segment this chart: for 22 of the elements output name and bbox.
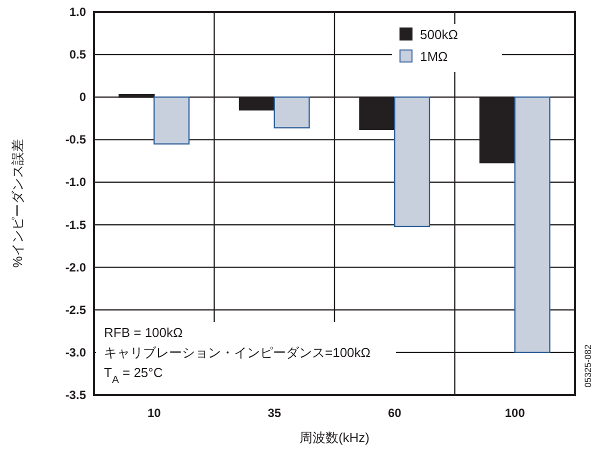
- y-tick-label: 0.5: [69, 48, 86, 62]
- text: 05325-082: [583, 344, 593, 388]
- x-tick-label: 35: [268, 406, 282, 420]
- y-axis-title: %インピーダンス誤差: [10, 139, 25, 268]
- y-tick-label: -2.0: [65, 260, 86, 274]
- y-tick-label: -1.5: [65, 218, 86, 232]
- x-axis-title: 周波数(kHz): [299, 430, 370, 445]
- y-tick-label: -0.5: [65, 132, 86, 147]
- y-tick-label: 1.0: [69, 5, 86, 19]
- y-tick-label: -2.5: [65, 302, 86, 317]
- annotation: T$_{A}$ = 25°C: [104, 365, 163, 386]
- y-tick-label: 0: [79, 90, 86, 104]
- y-tick-label: -1.0: [65, 175, 86, 190]
- x-tick-label: 10: [147, 406, 162, 420]
- x-tick-label: 60: [388, 406, 402, 420]
- y-tick-label: -3.5: [65, 388, 86, 402]
- annotation: RFB = 100kΩ: [104, 325, 184, 340]
- legend-label: 500kΩ: [420, 27, 458, 42]
- annotation: キャリブレーション・インピーダンス=100kΩ: [104, 345, 371, 360]
- legend-label: 1MΩ: [420, 49, 448, 64]
- x-tick-label: 100: [504, 406, 526, 420]
- y-tick-label: -3.0: [65, 345, 86, 360]
